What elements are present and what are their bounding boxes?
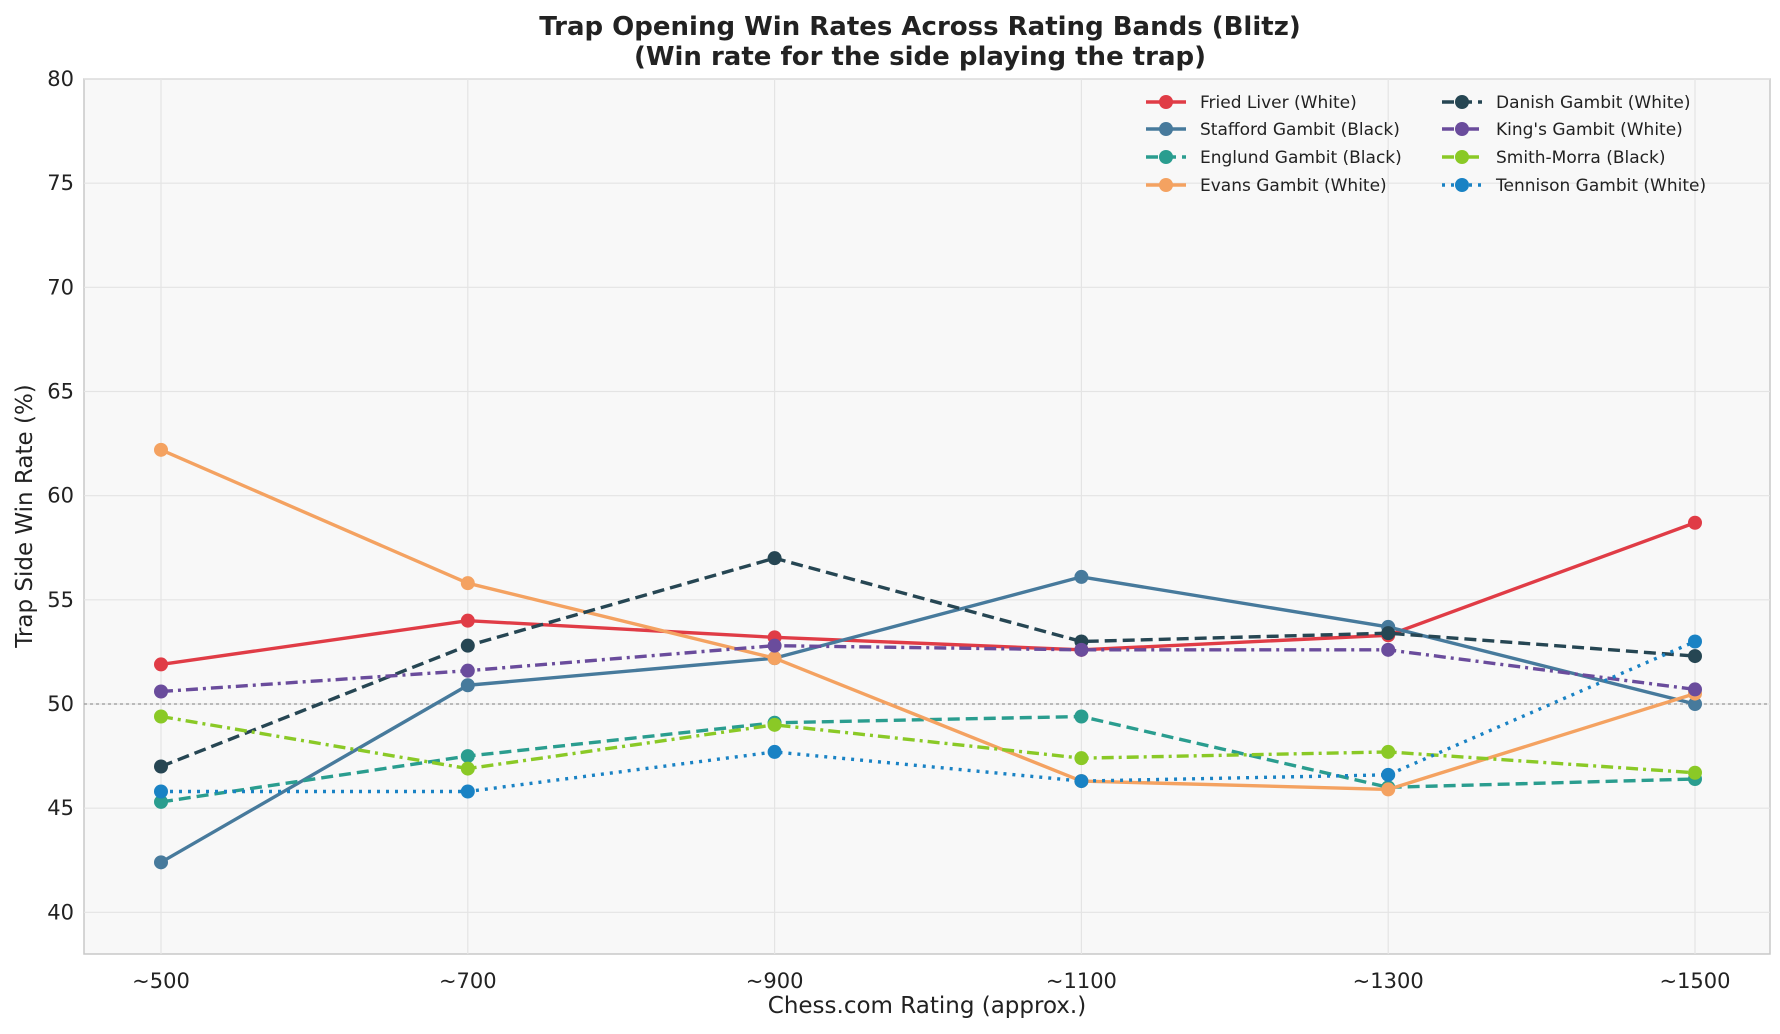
data-point xyxy=(767,551,782,566)
grid-lines xyxy=(84,78,1770,954)
legend-item: Fried Liver (White) xyxy=(1146,93,1357,113)
data-point xyxy=(154,709,168,724)
data-point xyxy=(1688,765,1702,780)
data-point xyxy=(1381,782,1396,797)
data-point xyxy=(154,442,168,457)
legend-swatch-marker xyxy=(1455,150,1469,164)
data-point xyxy=(1074,751,1089,766)
data-point xyxy=(1381,744,1396,759)
legend-item: Englund Gambit (Black) xyxy=(1146,148,1402,168)
series-4 xyxy=(154,551,1702,774)
data-point xyxy=(154,657,168,672)
data-point xyxy=(460,663,475,678)
y-tick-label: 40 xyxy=(47,900,74,924)
series-line xyxy=(160,714,1696,804)
legend-item: King's Gambit (White) xyxy=(1442,120,1683,140)
data-point xyxy=(154,684,168,699)
series-5 xyxy=(154,638,1702,699)
legend-item: Stafford Gambit (Black) xyxy=(1146,120,1400,140)
legend-label: Smith-Morra (Black) xyxy=(1496,148,1665,168)
tick-labels: 40 45 50 55 60 65 70 75 80 ~500 ~700 ~900 ~1100 ~1300… xyxy=(47,67,1730,993)
series-1 xyxy=(154,569,1702,870)
data-point xyxy=(767,717,782,732)
legend-label: Danish Gambit (White) xyxy=(1496,93,1690,113)
data-point xyxy=(1688,682,1702,697)
data-point xyxy=(460,749,475,764)
data-point xyxy=(767,651,782,666)
data-point xyxy=(460,613,475,628)
legend-swatch-marker xyxy=(1455,178,1469,192)
data-point xyxy=(154,855,168,870)
data-point xyxy=(1688,697,1702,711)
legend-item: Tennison Gambit (White) xyxy=(1442,176,1706,196)
series-7 xyxy=(154,634,1702,799)
plot-area xyxy=(83,78,1771,955)
x-axis-label: Chess.com Rating (approx.) xyxy=(768,993,1086,1019)
y-tick-label: 45 xyxy=(47,796,74,820)
legend-label: Tennison Gambit (White) xyxy=(1495,176,1706,196)
x-tick-label: ~500 xyxy=(132,969,190,993)
y-axis-label: Trap Side Win Rate (%) xyxy=(12,384,38,649)
legend-swatch-marker xyxy=(1159,95,1173,109)
data-point xyxy=(460,678,475,693)
x-tick-label: ~700 xyxy=(439,969,497,993)
legend-swatch-marker xyxy=(1159,178,1173,192)
data-point xyxy=(1688,634,1702,649)
data-point xyxy=(767,744,782,759)
x-tick-label: ~1100 xyxy=(1046,969,1117,993)
legend-label: Stafford Gambit (Black) xyxy=(1200,120,1400,140)
data-point xyxy=(154,759,168,774)
legend-swatch-marker xyxy=(1159,150,1173,164)
data-point xyxy=(1074,569,1089,584)
data-point xyxy=(1688,649,1702,664)
legend-label: Evans Gambit (White) xyxy=(1200,176,1387,196)
series-line xyxy=(160,521,1696,667)
legend-item: Evans Gambit (White) xyxy=(1146,176,1387,196)
y-tick-label: 50 xyxy=(47,692,74,716)
x-tick-label: ~1500 xyxy=(1659,969,1730,993)
legend: Fried Liver (White) Stafford Gambit (Blac… xyxy=(1146,93,1706,196)
data-point xyxy=(154,784,168,799)
series-line xyxy=(160,448,1696,792)
data-point xyxy=(1074,642,1089,657)
y-tick-label: 65 xyxy=(47,380,74,404)
y-tick-label: 60 xyxy=(47,484,74,508)
data-point xyxy=(154,794,168,809)
y-tick-label: 55 xyxy=(47,588,74,612)
series-line xyxy=(160,714,1696,775)
y-tick-label: 75 xyxy=(47,171,74,195)
series-6 xyxy=(154,709,1702,780)
chart-subtitle: (Win rate for the side playing the trap) xyxy=(634,42,1206,72)
series-line xyxy=(160,643,1696,694)
legend-item: Danish Gambit (White) xyxy=(1442,93,1690,113)
data-point xyxy=(460,761,475,776)
data-point xyxy=(1381,626,1396,641)
legend-label: Fried Liver (White) xyxy=(1200,93,1357,113)
legend-label: King's Gambit (White) xyxy=(1496,120,1683,140)
series-line xyxy=(160,556,1696,769)
y-tick-label: 70 xyxy=(47,275,74,299)
legend-swatch-marker xyxy=(1455,95,1469,109)
legend-swatch-marker xyxy=(1159,122,1173,136)
y-tick-label: 80 xyxy=(47,67,74,91)
data-point xyxy=(1381,642,1396,657)
chart-title: Trap Opening Win Rates Across Rating Ban… xyxy=(539,12,1300,42)
series-layer xyxy=(154,442,1702,870)
data-point xyxy=(460,576,475,591)
data-point xyxy=(460,638,475,653)
data-point xyxy=(460,784,475,799)
series-line xyxy=(160,575,1696,864)
legend-swatch-marker xyxy=(1455,122,1469,136)
legend-label: Englund Gambit (Black) xyxy=(1200,148,1402,168)
legend-item: Smith-Morra (Black) xyxy=(1442,148,1665,168)
x-tick-label: ~900 xyxy=(746,969,804,993)
x-tick-label: ~1300 xyxy=(1353,969,1424,993)
data-point xyxy=(1074,774,1089,789)
data-point xyxy=(1381,767,1396,782)
data-point xyxy=(1074,709,1089,724)
data-point xyxy=(1688,515,1702,530)
data-point xyxy=(767,638,782,653)
